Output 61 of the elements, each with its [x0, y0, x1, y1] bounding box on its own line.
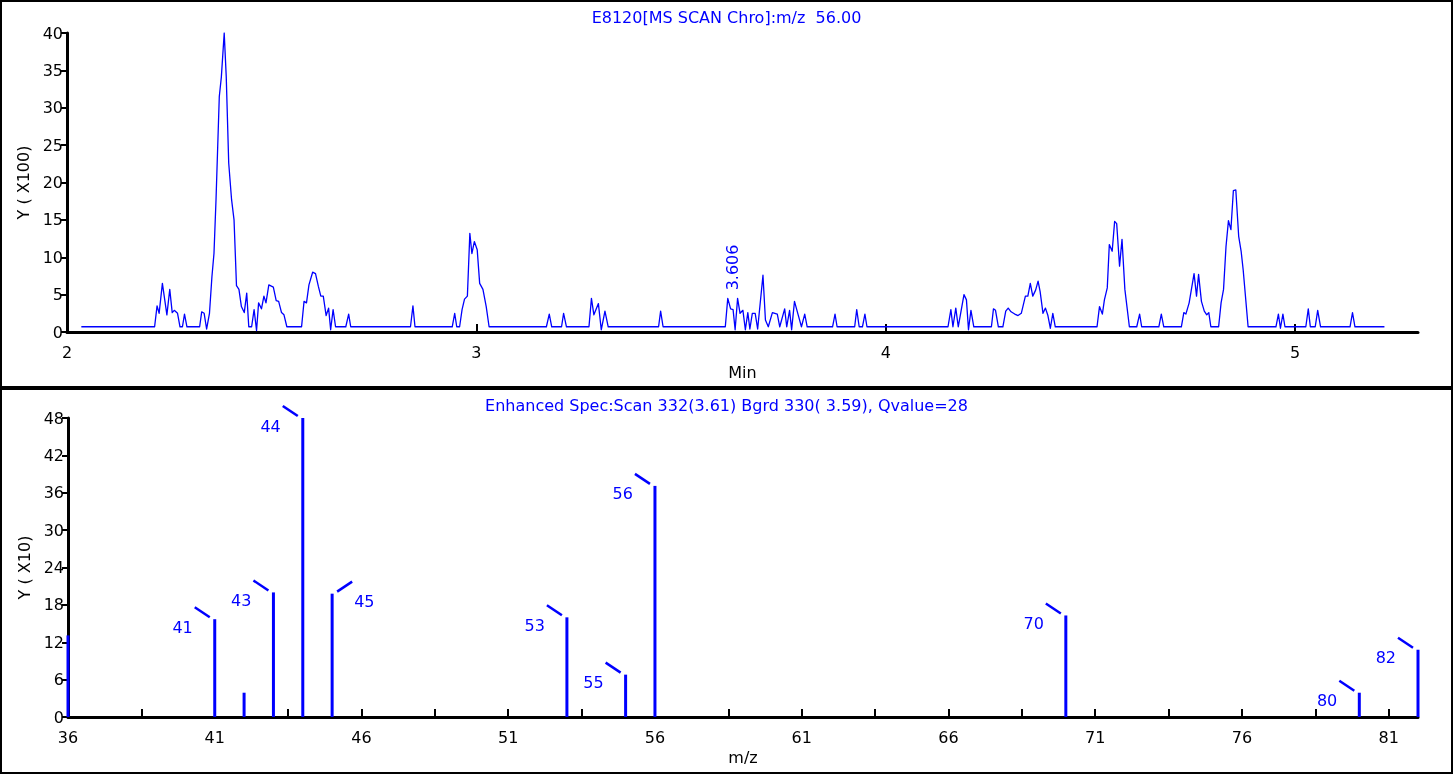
x-tick-label: 3: [471, 342, 482, 362]
y-tick-label: 36: [43, 483, 64, 503]
x-tick-label: 5: [1290, 342, 1301, 362]
y-tick-label: 35: [42, 60, 63, 80]
line-series: [80, 32, 1386, 332]
annotation: 53: [524, 615, 545, 635]
bar: [624, 674, 628, 717]
y-tick-label: 48: [43, 408, 64, 428]
y-tick-label: 6: [53, 670, 64, 690]
x-axis-title: m/z: [728, 748, 758, 768]
bar: [1064, 615, 1068, 717]
chart-title: E8120[MS SCAN Chro]:m/z 56.00: [591, 7, 862, 27]
bar: [301, 418, 305, 717]
annotation: 55: [583, 673, 604, 693]
annotation: 44: [260, 416, 281, 436]
x-tick-label: 56: [644, 727, 666, 747]
y-axis-title: Y ( X10): [15, 535, 35, 601]
annotation: 80: [1316, 691, 1338, 711]
annotation: 41: [172, 617, 193, 637]
bar: [330, 593, 334, 717]
annotation: 45: [354, 592, 375, 612]
bar: [242, 692, 246, 717]
bar: [653, 485, 657, 717]
bar: [1357, 692, 1361, 717]
annotation: 56: [612, 484, 633, 504]
x-axis-title: Min: [728, 363, 757, 383]
chart-title: Enhanced Spec:Scan 332(3.61) Bgrd 330( 3.59), Qvalue=28: [485, 395, 968, 415]
bar: [213, 619, 217, 717]
bar: [271, 592, 275, 717]
y-tick-label: 40: [42, 23, 63, 43]
y-tick-label: 12: [43, 632, 64, 652]
y-tick-label: 10: [42, 247, 63, 267]
x-tick-label: 71: [1084, 727, 1106, 747]
annotation: 43: [231, 590, 252, 610]
y-tick-label: 30: [43, 520, 64, 540]
y-tick-label: 30: [42, 98, 63, 118]
y-tick-label: 0: [52, 322, 63, 342]
x-tick-label: 61: [791, 727, 812, 747]
x-tick-label: 66: [938, 727, 959, 747]
x-tick-label: 2: [61, 342, 73, 362]
y-tick-label: 15: [42, 210, 63, 230]
x-tick-label: 41: [204, 727, 225, 747]
y-tick-label: 25: [42, 135, 63, 155]
bar: [565, 617, 569, 717]
y-tick-label: 0: [53, 707, 64, 727]
annotation: 70: [1023, 613, 1044, 633]
x-tick-label: 76: [1231, 727, 1253, 747]
x-tick-label: 46: [351, 727, 372, 747]
bar: [1416, 649, 1420, 717]
x-tick-label: 4: [880, 342, 891, 362]
y-tick-label: 24: [43, 558, 64, 577]
y-tick-label: 20: [42, 173, 63, 192]
x-tick-label: 81: [1378, 727, 1399, 747]
y-tick-label: 18: [43, 595, 64, 615]
y-axis-title: Y ( X100): [14, 145, 34, 221]
y-tick-label: 5: [52, 285, 63, 305]
annotation: 3.606: [722, 244, 742, 291]
bar: [66, 635, 70, 717]
annotation: 82: [1375, 648, 1396, 668]
x-tick-label: 51: [498, 727, 519, 747]
y-tick-label: 42: [43, 445, 64, 465]
